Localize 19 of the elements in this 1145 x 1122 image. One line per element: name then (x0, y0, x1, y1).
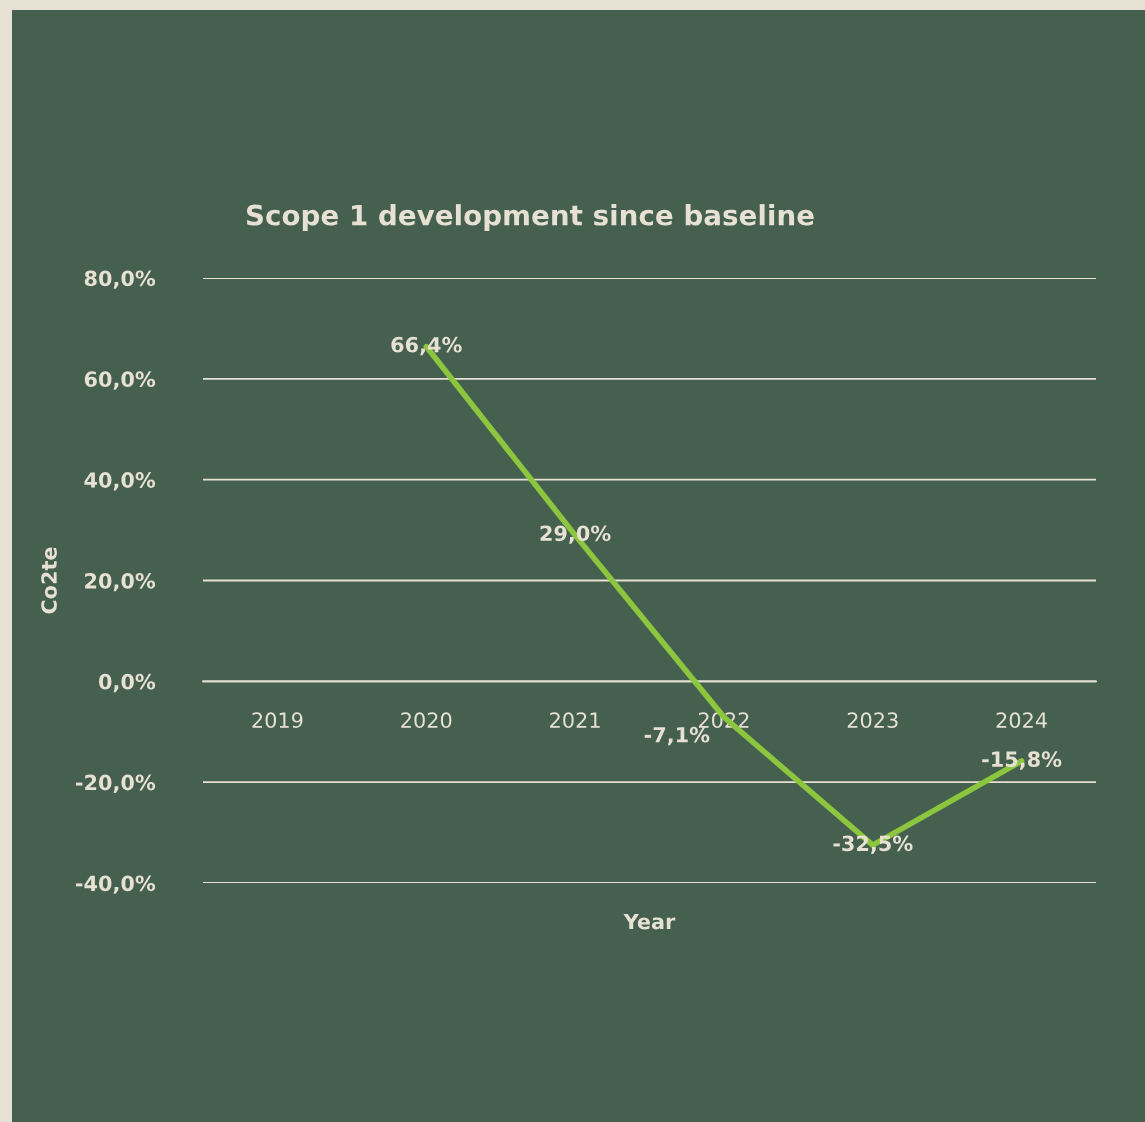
x-tick-label: 2023 (847, 712, 898, 729)
data-label: -32,5% (833, 835, 913, 854)
x-tick-label: 2024 (996, 712, 1047, 729)
x-tick-label: 2019 (252, 712, 303, 729)
y-tick-label: 20,0% (85, 572, 156, 592)
x-tick-label: 2020 (401, 712, 452, 729)
y-tick-label: 80,0% (84, 270, 156, 289)
x-axis-title: Year (623, 913, 676, 930)
y-tick-label: 0,0% (98, 673, 156, 693)
data-label: -15,8% (982, 751, 1062, 770)
y-tick-label: -20,0% (75, 774, 156, 794)
chart-title: Scope 1 development since baseline (246, 204, 814, 231)
data-label: 66,4% (391, 336, 462, 356)
y-tick-label: 60,0% (84, 371, 156, 390)
y-tick-label: -40,0% (75, 875, 156, 894)
x-tick-label: 2021 (550, 712, 600, 729)
y-tick-label: 40,0% (84, 472, 156, 491)
data-label: -7,1% (644, 726, 710, 746)
y-axis-title: Co2te (41, 547, 57, 614)
